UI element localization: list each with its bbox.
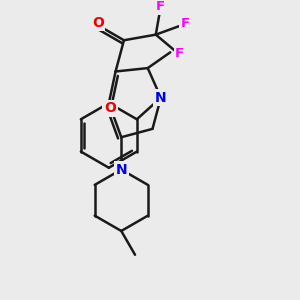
Text: O: O	[92, 16, 104, 30]
Text: N: N	[155, 91, 167, 105]
Text: O: O	[104, 101, 116, 116]
Text: N: N	[116, 163, 127, 177]
Text: F: F	[175, 47, 184, 60]
Text: F: F	[156, 0, 165, 13]
Text: F: F	[181, 17, 190, 30]
